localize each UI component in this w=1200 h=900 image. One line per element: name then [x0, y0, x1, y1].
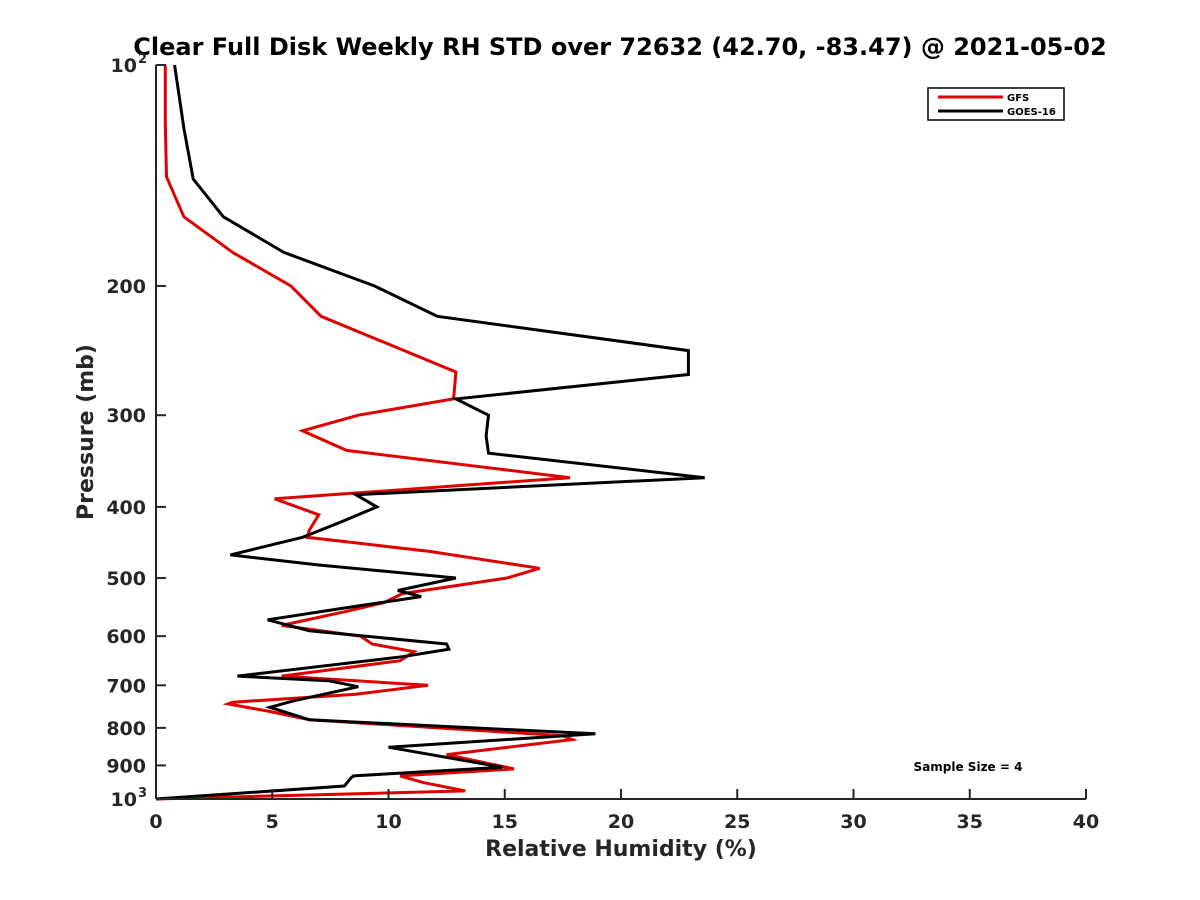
- y-tick-label: 600: [106, 626, 146, 648]
- x-tick-label: 5: [266, 811, 279, 833]
- y-tick-label: 400: [106, 497, 146, 519]
- y-tick-label: 900: [106, 755, 146, 777]
- y-tick-label: 800: [106, 718, 146, 740]
- y-tick-exponent: 3: [138, 786, 147, 801]
- y-tick-label: 300: [106, 405, 146, 427]
- y-tick-exponent: 2: [138, 52, 147, 67]
- sample-size-annotation: Sample Size = 4: [914, 760, 1023, 774]
- y-tick-label: 200: [106, 276, 146, 298]
- x-tick-label: 10: [375, 811, 401, 833]
- legend-label-goes16: GOES-16: [1007, 107, 1056, 118]
- legend-box: [927, 87, 1065, 121]
- chart-title: Clear Full Disk Weekly RH STD over 72632…: [133, 33, 1106, 61]
- y-tick-label: 10: [111, 55, 137, 77]
- x-tick-label: 0: [149, 811, 162, 833]
- y-tick-label: 500: [106, 568, 146, 590]
- x-tick-label: 15: [492, 811, 518, 833]
- x-axis-label: Relative Humidity (%): [485, 837, 757, 862]
- y-tick-label: 10: [111, 789, 137, 811]
- x-tick-label: 40: [1073, 811, 1099, 833]
- y-axis-label: Pressure (mb): [74, 344, 99, 520]
- x-tick-label: 20: [608, 811, 634, 833]
- series-line-goes16: [155, 64, 705, 801]
- legend: GFS GOES-16: [927, 87, 1065, 121]
- legend-label-gfs: GFS: [1007, 93, 1029, 104]
- x-tick-label: 25: [724, 811, 750, 833]
- plot-area: 0 5 10 15 20 25 30 35 40 10 220030040050060070080…: [106, 52, 1099, 833]
- x-tick-label: 35: [957, 811, 983, 833]
- x-tick-label: 30: [840, 811, 866, 833]
- y-tick-label: 700: [106, 675, 146, 697]
